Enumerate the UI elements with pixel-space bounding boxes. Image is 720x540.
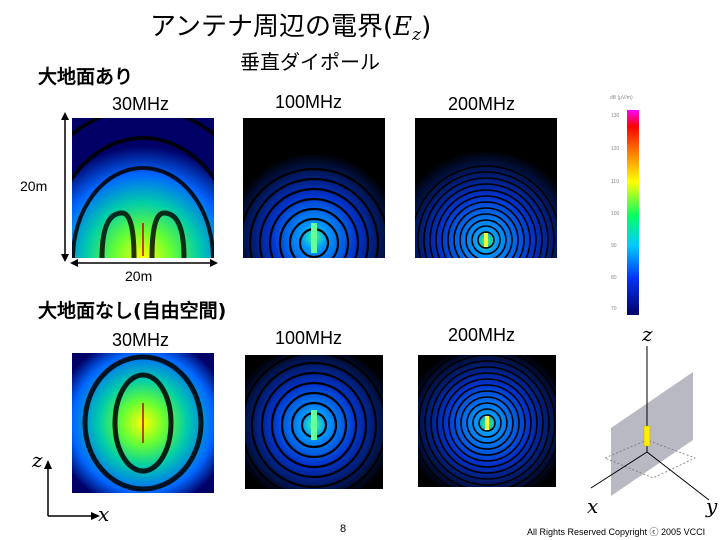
- horizontal-dimension-arrow: [70, 259, 218, 267]
- colorbar-tick-80: 80: [611, 275, 617, 281]
- colorbar-tick-110: 110: [611, 179, 619, 185]
- page-subtitle: 垂直ダイポール: [240, 50, 380, 74]
- title-main: アンテナ周辺の電界: [150, 12, 383, 42]
- field-map-100mhz-ground: [243, 118, 385, 258]
- field-map-100mhz-free: [245, 355, 383, 489]
- colorbar-tick-70: 70: [611, 306, 617, 312]
- axis-label-x-2d: x: [98, 502, 110, 526]
- freq-label-30-free: 30MHz: [112, 330, 170, 350]
- title-open-paren: (: [382, 12, 394, 42]
- page-number: 8: [340, 523, 347, 535]
- field-map-200mhz-free: [418, 355, 556, 487]
- freq-label-100-free: 100MHz: [275, 328, 343, 348]
- colorbar: [627, 110, 639, 315]
- axis-label-z-2d: z: [32, 448, 43, 472]
- coordinate-system-2d: [44, 460, 100, 520]
- section-ground-label: 大地面あり: [38, 66, 134, 88]
- axis-label-z-3d: z: [642, 322, 653, 346]
- copyright-notice: All Rights Reserved Copyright ⓒ 2005 VCC…: [527, 527, 706, 537]
- page-title: アンテナ周辺の電界(Ez): [150, 6, 431, 45]
- vertical-dimension-label: 20m: [20, 178, 48, 194]
- axis-label-x-3d: x: [587, 494, 599, 518]
- colorbar-tick-120: 120: [611, 146, 620, 152]
- section-free-label: 大地面なし(自由空間): [38, 300, 227, 322]
- title-variable: E: [393, 12, 413, 42]
- freq-label-30-ground: 30MHz: [112, 94, 170, 114]
- freq-label-100-ground: 100MHz: [275, 92, 343, 112]
- title-close-paren: ): [421, 12, 432, 42]
- title-subscript: z: [412, 25, 422, 45]
- coordinate-system-3d: [590, 346, 710, 501]
- field-map-30mhz-ground: [72, 118, 214, 258]
- freq-label-200-free: 200MHz: [448, 325, 516, 345]
- field-map-30mhz-free: [72, 353, 214, 493]
- freq-label-200-ground: 200MHz: [448, 94, 516, 114]
- axis-label-y-3d: y: [706, 494, 718, 518]
- colorbar-tick-90: 90: [611, 243, 617, 249]
- colorbar-tick-130: 130: [611, 113, 620, 119]
- vertical-dimension-arrow: [61, 112, 69, 262]
- horizontal-dimension-label: 20m: [125, 268, 153, 284]
- colorbar-tick-100: 100: [611, 211, 620, 217]
- field-map-200mhz-ground: [415, 118, 557, 258]
- colorbar-unit: dB (μV/m): [610, 95, 633, 101]
